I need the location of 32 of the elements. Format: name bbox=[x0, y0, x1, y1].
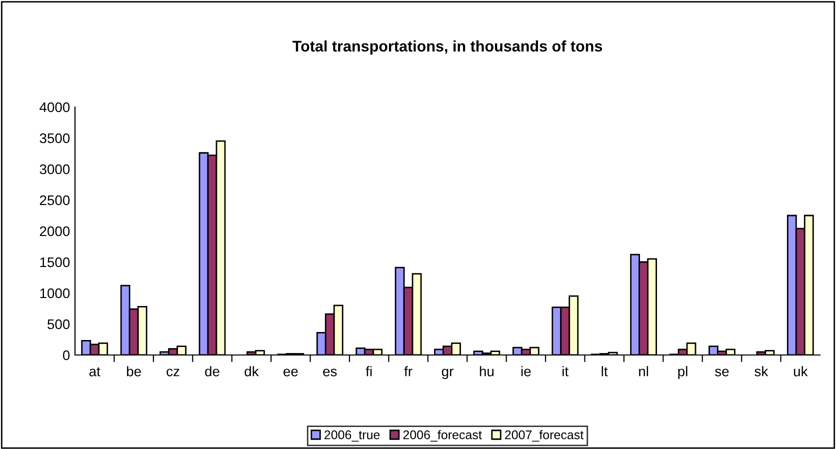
x-tick-label: fi bbox=[366, 366, 372, 376]
x-tick-label: uk bbox=[794, 366, 808, 376]
x-tick-label: se bbox=[715, 368, 729, 376]
x-tick-label: pl bbox=[678, 366, 688, 380]
x-tick-label: de bbox=[205, 366, 220, 376]
x-tick-label: cz bbox=[166, 368, 180, 376]
y-tick-label: 3000 bbox=[40, 164, 70, 174]
legend-label: 2006_forecast bbox=[403, 430, 482, 442]
x-tick-label: be bbox=[126, 366, 141, 376]
x-tick-label: lt bbox=[602, 366, 608, 376]
x-tick-label: ee bbox=[284, 368, 298, 376]
y-tick-label: 4000 bbox=[40, 102, 70, 112]
x-tick-label: at bbox=[89, 367, 100, 376]
y-tick-label: 500 bbox=[48, 319, 70, 330]
x-tick-label: ie bbox=[521, 366, 531, 376]
legend-label: 2006_true bbox=[324, 430, 380, 442]
y-tick-label: 0 bbox=[62, 350, 70, 360]
x-tick-label: fr bbox=[404, 366, 412, 376]
legend-label: 2007_forecast bbox=[505, 430, 584, 442]
x-tick-label: nl bbox=[639, 366, 648, 376]
chart-title: Total transportations, in thousands of tons bbox=[292, 40, 602, 55]
y-tick-label: 1000 bbox=[40, 288, 70, 298]
y-tick-label: 2000 bbox=[40, 226, 70, 236]
y-tick-label: 3500 bbox=[40, 133, 70, 144]
y-tick-label: 1500 bbox=[40, 257, 70, 268]
x-tick-label: es bbox=[323, 368, 337, 376]
y-tick-label: 2500 bbox=[40, 195, 70, 206]
x-tick-label: it bbox=[562, 366, 568, 376]
x-tick-label: gr bbox=[442, 368, 454, 380]
x-tick-label: sk bbox=[754, 366, 768, 376]
x-tick-label: dk bbox=[244, 366, 259, 376]
x-tick-label: hu bbox=[480, 366, 494, 376]
